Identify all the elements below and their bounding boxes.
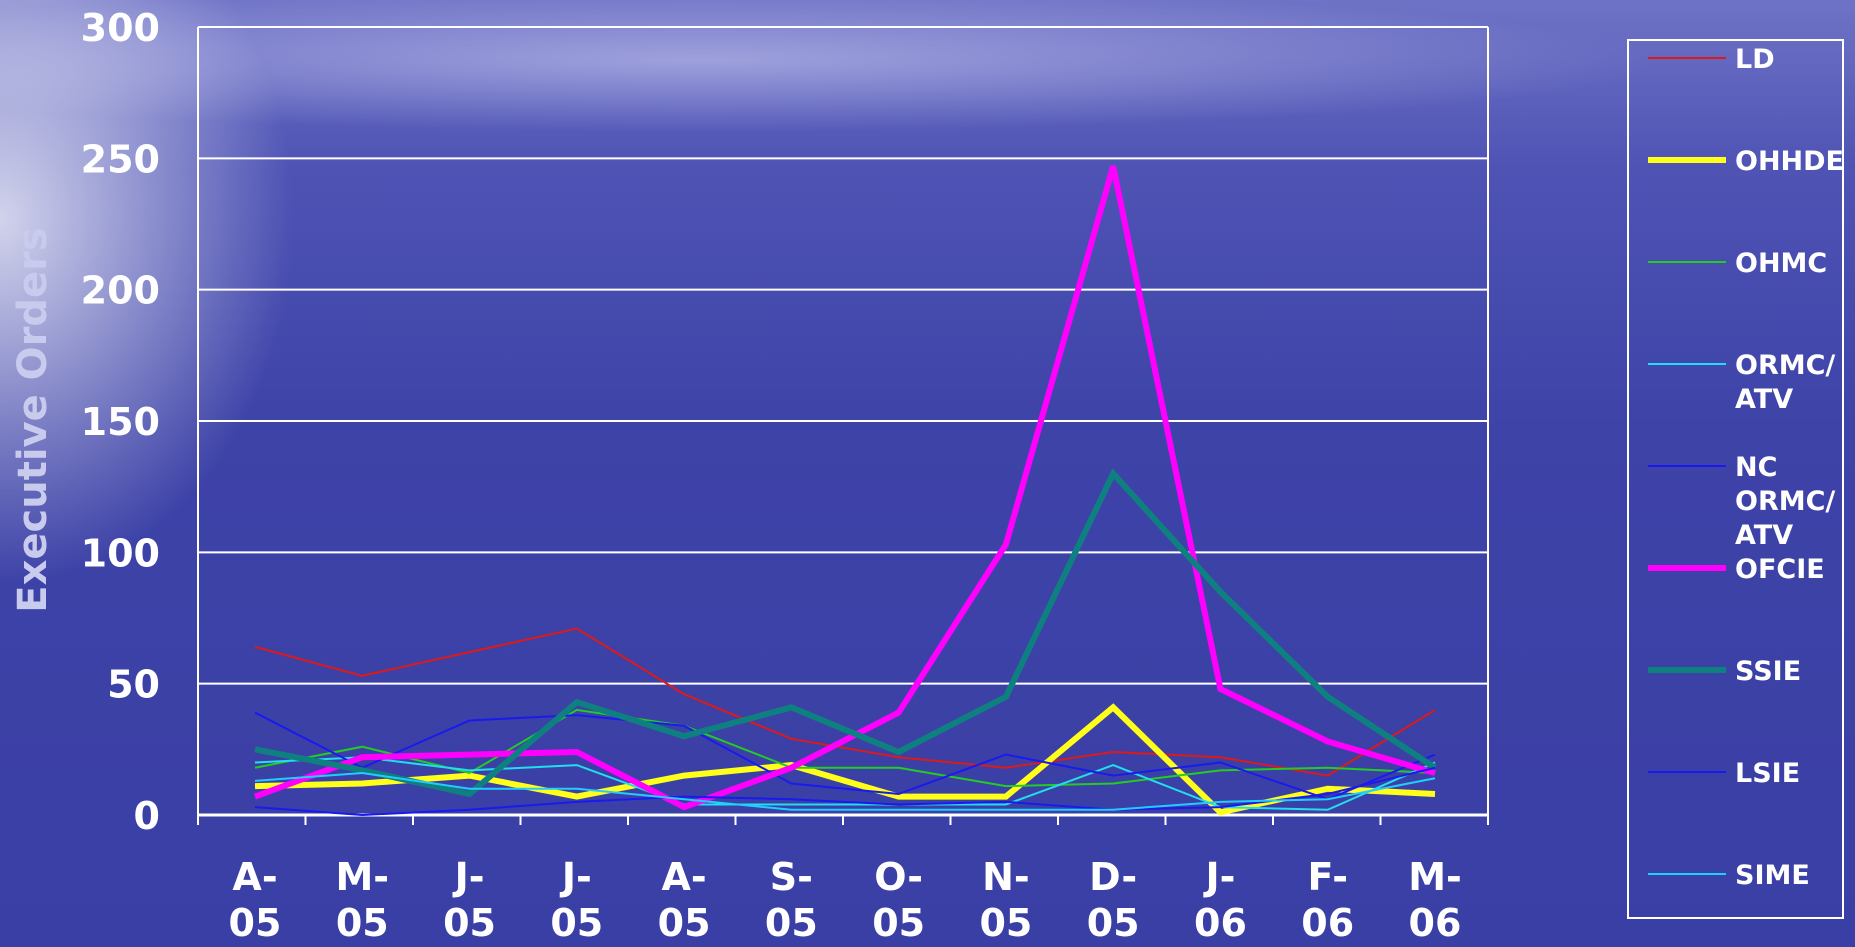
x-tick-label: M-05 <box>335 855 389 945</box>
x-tick-label: N-05 <box>979 855 1032 945</box>
series-line-ld <box>254 627 1436 777</box>
y-tick-label: 250 <box>81 137 160 181</box>
gridlines <box>197 26 1489 825</box>
legend-label: LD <box>1735 44 1775 75</box>
series-line-ormcatv <box>254 756 1436 811</box>
y-axis-title: Executive Orders <box>10 227 56 612</box>
legend-label: LSIE <box>1735 758 1800 789</box>
x-axis-ticks: A-05 M-05 J-05 J-05 A-05 S-05 O-05 N-05 D-05 J-06… <box>229 855 1462 945</box>
legend-label: OHMC <box>1735 248 1827 279</box>
series-line-sime <box>254 771 1436 811</box>
x-tick-label: A-05 <box>658 855 711 945</box>
legend-label: OFCIE <box>1735 554 1825 585</box>
x-tick-label: J-05 <box>443 855 496 945</box>
x-tick-label: A-05 <box>229 855 282 945</box>
legend-label: NC ORMC/ATV <box>1735 452 1835 551</box>
x-tick-label: F-06 <box>1301 855 1354 945</box>
x-tick-label: S-05 <box>765 855 818 945</box>
y-tick-label: 50 <box>107 663 160 707</box>
legend-box <box>1627 39 1844 919</box>
y-tick-label: 300 <box>81 6 160 50</box>
y-tick-label: 200 <box>81 269 160 313</box>
series-line-ohhde <box>254 703 1436 816</box>
legend-label: OHHDE <box>1735 146 1844 177</box>
series-line-lsie <box>254 766 1436 817</box>
y-tick-label: 0 <box>134 794 160 838</box>
x-tick-label: M-06 <box>1408 855 1462 945</box>
x-tick-label: J-06 <box>1194 855 1247 945</box>
series-line-ofcie <box>253 165 1436 811</box>
series-line-ncormcatv <box>254 711 1436 801</box>
series-line-ssie <box>254 468 1437 798</box>
y-tick-label: 100 <box>81 531 160 575</box>
x-tick-label: J-05 <box>550 855 603 945</box>
legend-label: SSIE <box>1735 656 1801 687</box>
x-tick-label: D-05 <box>1087 855 1140 945</box>
legend-label: SIME <box>1735 860 1810 891</box>
x-tick-label: O-05 <box>872 855 925 945</box>
y-tick-label: 150 <box>81 400 160 444</box>
legend-label: ORMC/ATV <box>1735 350 1835 415</box>
series-lines <box>253 165 1437 817</box>
y-axis-ticks: 0 50 100 150 200 250 300 <box>81 6 160 838</box>
